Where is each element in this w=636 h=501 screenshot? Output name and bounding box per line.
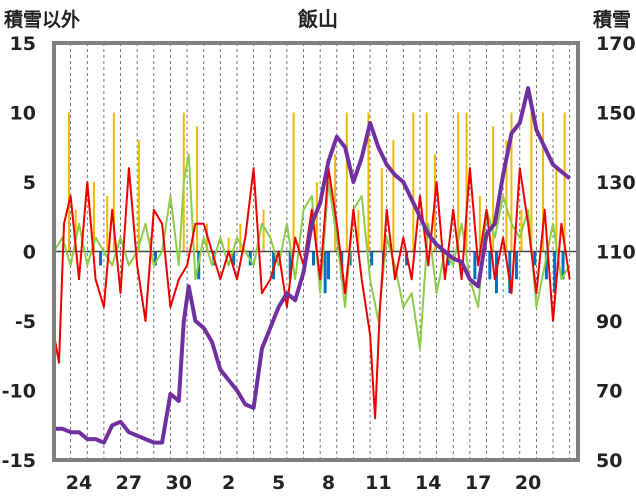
right-tick-label: 50 (596, 450, 622, 472)
x-tick-labels: 24 27 30 2 5 8 11 14 17 20 (66, 472, 542, 494)
left-axis-label: 積雪以外 (4, 8, 80, 31)
x-tick-label: 14 (415, 472, 441, 494)
x-tick-label: 8 (322, 472, 335, 494)
right-tick-label: 150 (596, 103, 636, 125)
right-tick-label: 170 (596, 33, 636, 55)
plot-frame (52, 41, 580, 462)
right-tick-label: 90 (596, 311, 622, 333)
x-tick-label: 24 (66, 472, 92, 494)
left-tick-label: -10 (2, 381, 36, 403)
x-tick-label: 11 (365, 472, 391, 494)
x-tick-label: 5 (272, 472, 285, 494)
right-tick-labels: 170 150 130 110 90 70 50 (596, 33, 636, 472)
x-tick-label: 2 (222, 472, 235, 494)
left-tick-labels: 15 10 5 0 -5 -10 -15 (2, 33, 36, 472)
left-tick-label: 0 (23, 242, 36, 264)
left-tick-label: 10 (10, 103, 36, 125)
x-tick-label: 20 (515, 472, 541, 494)
x-tick-label: 17 (465, 472, 491, 494)
x-tick-label: 27 (116, 472, 142, 494)
right-axis-label: 積雪 (593, 8, 631, 31)
chart-title: 飯山 (297, 7, 338, 31)
x-tick-label: 30 (166, 472, 192, 494)
left-tick-label: 15 (10, 33, 36, 55)
right-tick-label: 130 (596, 172, 636, 194)
right-tick-label: 70 (596, 381, 622, 403)
right-tick-label: 110 (596, 242, 636, 264)
left-tick-label: -15 (2, 450, 36, 472)
temperature-series (53, 167, 571, 420)
left-tick-label: -5 (15, 311, 36, 333)
snow-depth-series (54, 86, 571, 445)
left-tick-label: 5 (23, 172, 36, 194)
